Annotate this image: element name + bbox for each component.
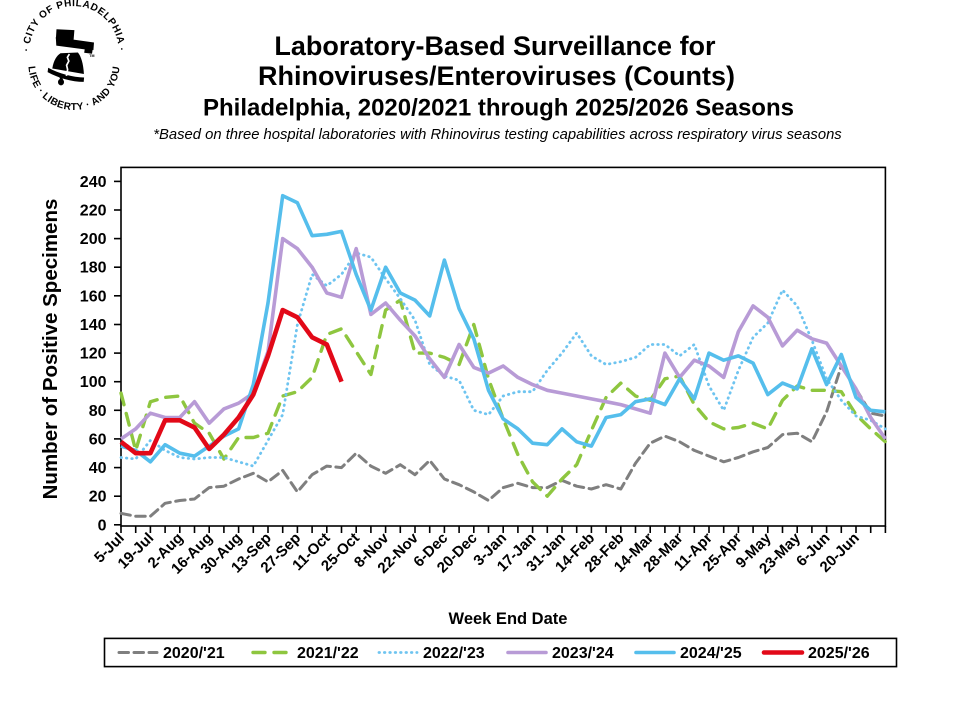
svg-text:200: 200	[80, 231, 107, 248]
svg-text:180: 180	[80, 260, 107, 277]
svg-text:*Based on three hospital labor: *Based on three hospital laboratories wi…	[153, 127, 842, 143]
svg-text:240: 240	[80, 174, 107, 191]
svg-text:160: 160	[80, 288, 107, 305]
svg-text:2021/'22: 2021/'22	[297, 645, 359, 662]
svg-text:2020/'21: 2020/'21	[163, 645, 225, 662]
svg-text:Week End Date: Week End Date	[449, 610, 568, 628]
svg-text:Laboratory-Based Surveillance: Laboratory-Based Surveillance for	[274, 31, 716, 61]
svg-text:120: 120	[80, 346, 107, 363]
svg-text:20: 20	[89, 489, 107, 506]
svg-text:0: 0	[98, 517, 107, 534]
svg-text:Rhinoviruses/Enteroviruses (Co: Rhinoviruses/Enteroviruses (Counts)	[258, 61, 735, 91]
svg-text:100: 100	[80, 374, 107, 391]
svg-text:220: 220	[80, 203, 107, 220]
svg-text:80: 80	[89, 403, 107, 420]
svg-text:140: 140	[80, 317, 107, 334]
svg-text:Philadelphia, 2020/2021 throug: Philadelphia, 2020/2021 through 2025/202…	[203, 95, 794, 122]
svg-text:2025/'26: 2025/'26	[808, 645, 870, 662]
svg-text:2023/'24: 2023/'24	[552, 645, 614, 662]
svg-text:Number of Positive Specimens: Number of Positive Specimens	[39, 199, 62, 500]
svg-text:2024/'25: 2024/'25	[680, 645, 742, 662]
svg-text:2022/'23: 2022/'23	[423, 645, 485, 662]
svg-text:60: 60	[89, 431, 107, 448]
svg-text:40: 40	[89, 460, 107, 477]
svg-text:TM: TM	[89, 54, 94, 58]
